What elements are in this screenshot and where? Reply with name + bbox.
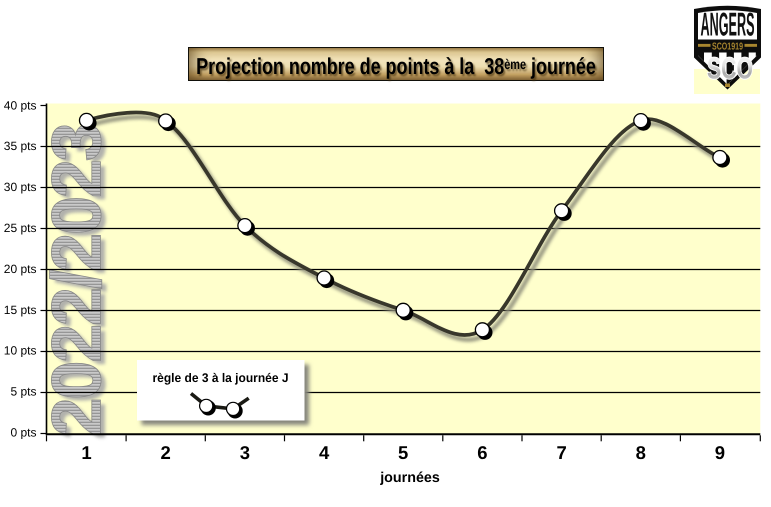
- svg-text:2022/2023: 2022/2023: [43, 128, 120, 440]
- svg-text:15 pts: 15 pts: [4, 303, 37, 317]
- svg-text:20 pts: 20 pts: [4, 262, 37, 276]
- svg-text:3: 3: [240, 442, 250, 463]
- svg-text:8: 8: [636, 442, 646, 463]
- svg-text:6: 6: [477, 442, 487, 463]
- svg-text:SCO1919: SCO1919: [712, 42, 743, 53]
- svg-text:35 pts: 35 pts: [4, 139, 37, 153]
- svg-text:5: 5: [398, 442, 408, 463]
- svg-text:7: 7: [556, 442, 566, 463]
- svg-text:10 pts: 10 pts: [4, 344, 37, 358]
- svg-text:5 pts: 5 pts: [10, 385, 36, 399]
- svg-text:SCO: SCO: [707, 53, 753, 86]
- svg-text:9: 9: [715, 442, 725, 463]
- svg-text:2022/2023: 2022/2023: [38, 124, 115, 436]
- svg-text:1: 1: [81, 442, 91, 463]
- svg-text:4: 4: [319, 442, 330, 463]
- svg-text:25 pts: 25 pts: [4, 221, 37, 235]
- svg-text:40 pts: 40 pts: [4, 98, 37, 112]
- svg-text:ANGERS: ANGERS: [701, 6, 755, 43]
- svg-text:0 pts: 0 pts: [10, 426, 36, 440]
- svg-text:journées: journées: [379, 470, 440, 486]
- svg-text:2: 2: [161, 442, 171, 463]
- svg-text:règle de 3 à la journée J: règle de 3 à la journée J: [153, 371, 289, 385]
- svg-text:30 pts: 30 pts: [4, 180, 37, 194]
